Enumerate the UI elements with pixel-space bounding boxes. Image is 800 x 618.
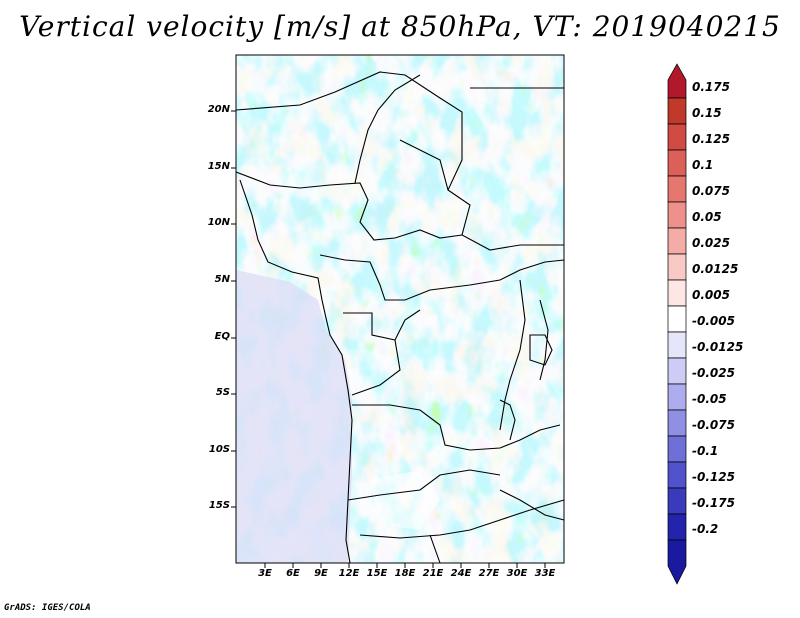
colorbar-label: 0.0125 bbox=[692, 262, 739, 276]
colorbar-swatch bbox=[667, 461, 687, 489]
colorbar-label: 0.125 bbox=[692, 132, 730, 146]
colorbar-swatch bbox=[667, 97, 687, 125]
colorbar-swatch bbox=[667, 201, 687, 229]
lon-label-9e: 9E bbox=[314, 568, 328, 579]
colorbar-swatch bbox=[667, 305, 687, 333]
lat-label-10n: 10N bbox=[207, 217, 230, 228]
colorbar-swatch bbox=[667, 513, 687, 541]
colorbar-swatch bbox=[667, 279, 687, 307]
colorbar-swatch bbox=[667, 539, 687, 585]
colorbar-label: -0.1 bbox=[692, 444, 719, 458]
map-frame bbox=[235, 54, 565, 564]
colorbar-label: -0.05 bbox=[692, 392, 727, 406]
colorbar-label: -0.2 bbox=[692, 522, 719, 536]
lon-label-18e: 18E bbox=[394, 568, 416, 579]
colorbar-label: 0.075 bbox=[692, 184, 730, 198]
colorbar-label: 0.05 bbox=[692, 210, 722, 224]
lon-label-24e: 24E bbox=[450, 568, 472, 579]
grads-credit: GrADS: IGES/COLA bbox=[4, 603, 91, 613]
map-title: Vertical velocity [m/s] at 850hPa, VT: 2… bbox=[19, 10, 781, 43]
colorbar-label: -0.005 bbox=[692, 314, 735, 328]
atlantic-ocean-field bbox=[236, 270, 352, 563]
colorbar-swatch bbox=[667, 383, 687, 411]
lat-label-5s: 5S bbox=[215, 387, 230, 398]
colorbar-label: -0.0125 bbox=[692, 340, 744, 354]
lat-label-5n: 5N bbox=[214, 274, 230, 285]
axis-ticks bbox=[231, 110, 546, 568]
colorbar-label: -0.025 bbox=[692, 366, 735, 380]
colorbar-label: 0.025 bbox=[692, 236, 730, 250]
colorbar-swatch bbox=[667, 357, 687, 385]
colorbar-label: 0.175 bbox=[692, 80, 730, 94]
colorbar-label: -0.075 bbox=[692, 418, 735, 432]
colorbar-swatch bbox=[667, 123, 687, 151]
colorbar-label: 0.1 bbox=[692, 158, 714, 172]
kalahari-calm-area bbox=[370, 470, 440, 530]
colorbar-label: -0.125 bbox=[692, 470, 735, 484]
colorbar-label: -0.175 bbox=[692, 496, 735, 510]
lat-label-15s: 15S bbox=[208, 500, 230, 511]
lon-label-6e: 6E bbox=[286, 568, 300, 579]
colorbar-swatch bbox=[667, 175, 687, 203]
coastlines-borders bbox=[235, 71, 565, 564]
colorbar-swatch bbox=[667, 227, 687, 255]
lat-label-15n: 15N bbox=[207, 161, 230, 172]
lat-label-10s: 10S bbox=[208, 444, 230, 455]
colorbar-swatch bbox=[667, 331, 687, 359]
colorbar-label: 0.005 bbox=[692, 288, 730, 302]
lat-label-20n: 20N bbox=[207, 104, 230, 115]
colorbar-swatch bbox=[667, 149, 687, 177]
lon-label-12e: 12E bbox=[338, 568, 360, 579]
colorbar-swatch bbox=[667, 253, 687, 281]
colorbar-swatch bbox=[667, 409, 687, 437]
colorbar-swatch bbox=[667, 63, 687, 99]
lon-label-30e: 30E bbox=[506, 568, 528, 579]
lat-label-eq: EQ bbox=[214, 331, 230, 342]
colorbar-swatch bbox=[667, 487, 687, 515]
colorbar-label: 0.15 bbox=[692, 106, 722, 120]
lon-label-33e: 33E bbox=[534, 568, 556, 579]
lon-label-27e: 27E bbox=[478, 568, 500, 579]
lon-label-21e: 21E bbox=[422, 568, 444, 579]
lon-label-15e: 15E bbox=[366, 568, 388, 579]
colorbar-swatch bbox=[667, 435, 687, 463]
lon-label-3e: 3E bbox=[258, 568, 272, 579]
colorbar bbox=[667, 63, 687, 585]
